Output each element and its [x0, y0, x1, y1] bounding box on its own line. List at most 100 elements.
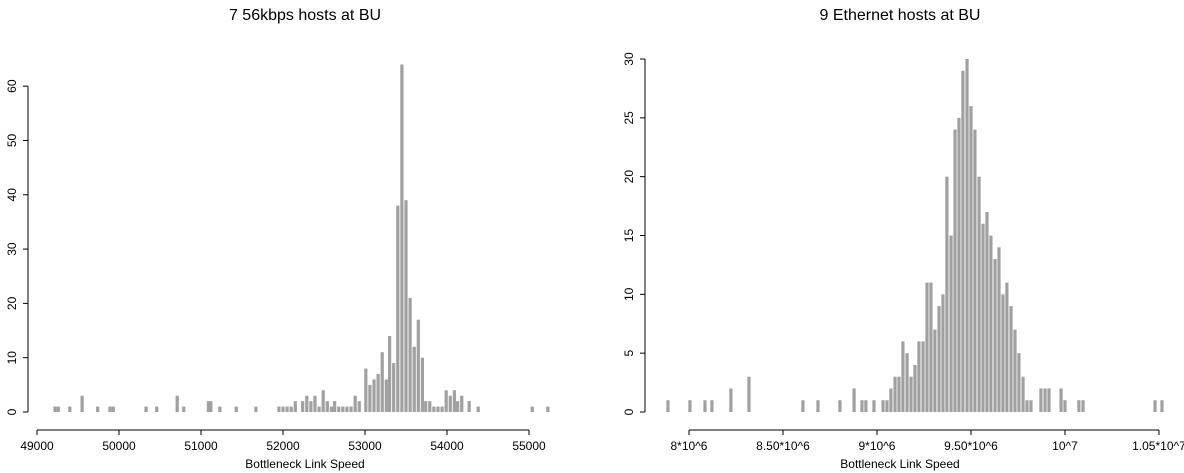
bar	[864, 400, 868, 412]
bar	[309, 401, 313, 412]
bar	[901, 341, 905, 412]
bar	[392, 363, 396, 412]
bar	[1005, 282, 1009, 412]
bar	[428, 401, 432, 412]
bar	[368, 384, 372, 412]
y-tick-label: 20	[622, 170, 636, 184]
y-tick-label: 25	[622, 111, 636, 125]
bar	[957, 117, 961, 412]
y-tick-label: 5	[622, 350, 636, 357]
bar	[703, 400, 707, 412]
y-tick-label: 10	[5, 351, 19, 365]
bar	[337, 406, 341, 412]
bar	[155, 406, 159, 412]
bar	[1013, 329, 1017, 412]
bar	[801, 400, 805, 412]
bar	[710, 400, 714, 412]
bar	[254, 406, 258, 412]
bar	[364, 368, 368, 412]
bar	[476, 406, 480, 412]
bar	[452, 390, 456, 412]
bar	[372, 379, 376, 412]
bar	[933, 329, 937, 412]
bar	[400, 64, 404, 412]
bar	[301, 401, 305, 412]
y-tick-label: 20	[5, 296, 19, 310]
bar	[408, 297, 412, 412]
x-tick-label: 8*10^6	[670, 439, 707, 453]
bar	[993, 259, 997, 412]
bar	[456, 401, 460, 412]
bar	[1029, 400, 1033, 412]
bar	[357, 401, 361, 412]
bar	[321, 390, 325, 412]
bar	[467, 401, 471, 412]
x-tick-label: 8.50*10^6	[756, 439, 810, 453]
bar	[1043, 388, 1047, 412]
bar	[333, 401, 337, 412]
bar	[460, 395, 464, 412]
bar	[218, 406, 222, 412]
bar	[985, 211, 989, 412]
bar	[353, 395, 357, 412]
bar	[432, 406, 436, 412]
bar	[945, 176, 949, 412]
bar	[341, 406, 345, 412]
bar	[897, 376, 901, 412]
bar	[111, 406, 115, 412]
y-tick-label: 40	[5, 188, 19, 202]
bar	[941, 294, 945, 412]
bar	[424, 401, 428, 412]
bar	[396, 205, 400, 412]
bar	[289, 406, 293, 412]
bar	[925, 282, 929, 412]
bar	[53, 406, 57, 412]
x-tick-label: 53000	[348, 439, 382, 453]
bar	[997, 247, 1001, 412]
x-tick-label: 55000	[512, 439, 546, 453]
bar	[404, 200, 408, 412]
y-tick-label: 50	[5, 133, 19, 147]
bar	[444, 390, 448, 412]
bar	[973, 129, 977, 412]
chart-title: 7 56kbps hosts at BU	[229, 7, 381, 24]
x-tick-label: 52000	[266, 439, 300, 453]
bar	[1059, 388, 1063, 412]
x-tick-label: 50000	[102, 439, 136, 453]
chart-title: 9 Ethernet hosts at BU	[820, 7, 981, 24]
bar	[80, 395, 84, 412]
bar	[953, 129, 957, 412]
bar	[872, 400, 876, 412]
bar	[1047, 388, 1051, 412]
bar	[885, 400, 889, 412]
bar	[416, 319, 420, 412]
bar	[1063, 400, 1067, 412]
bar	[388, 335, 392, 412]
bar	[209, 401, 213, 412]
bar	[889, 388, 893, 412]
bar	[1039, 388, 1043, 412]
bar	[1153, 400, 1157, 412]
bar	[1077, 400, 1081, 412]
bar	[96, 406, 100, 412]
bar	[961, 70, 965, 413]
bar	[747, 376, 751, 412]
bar	[981, 223, 985, 412]
x-tick-label: 1.05*10^7	[1132, 439, 1184, 453]
bar	[420, 357, 424, 412]
x-tick-label: 9.50*10^6	[944, 439, 998, 453]
bar	[349, 406, 353, 412]
y-tick-label: 60	[5, 79, 19, 93]
bar	[1025, 400, 1029, 412]
bar	[989, 235, 993, 412]
bar	[860, 400, 864, 412]
bar	[929, 282, 933, 412]
bar	[893, 376, 897, 412]
y-tick-label: 30	[5, 242, 19, 256]
bar	[68, 406, 72, 412]
bar	[688, 400, 692, 412]
bar	[325, 401, 329, 412]
y-tick-label: 0	[622, 408, 636, 415]
x-axis-label: Bottleneck Link Speed	[840, 457, 959, 471]
